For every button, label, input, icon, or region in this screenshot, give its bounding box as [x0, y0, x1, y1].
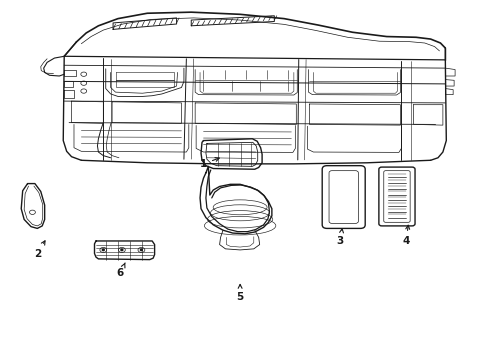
Text: 6: 6 — [117, 263, 125, 278]
Text: 2: 2 — [34, 241, 45, 258]
Circle shape — [121, 249, 123, 251]
Circle shape — [102, 249, 104, 251]
Text: 1: 1 — [200, 158, 219, 169]
Text: 4: 4 — [403, 225, 410, 246]
Circle shape — [141, 249, 143, 251]
Text: 5: 5 — [237, 284, 244, 302]
Text: 3: 3 — [337, 229, 344, 246]
